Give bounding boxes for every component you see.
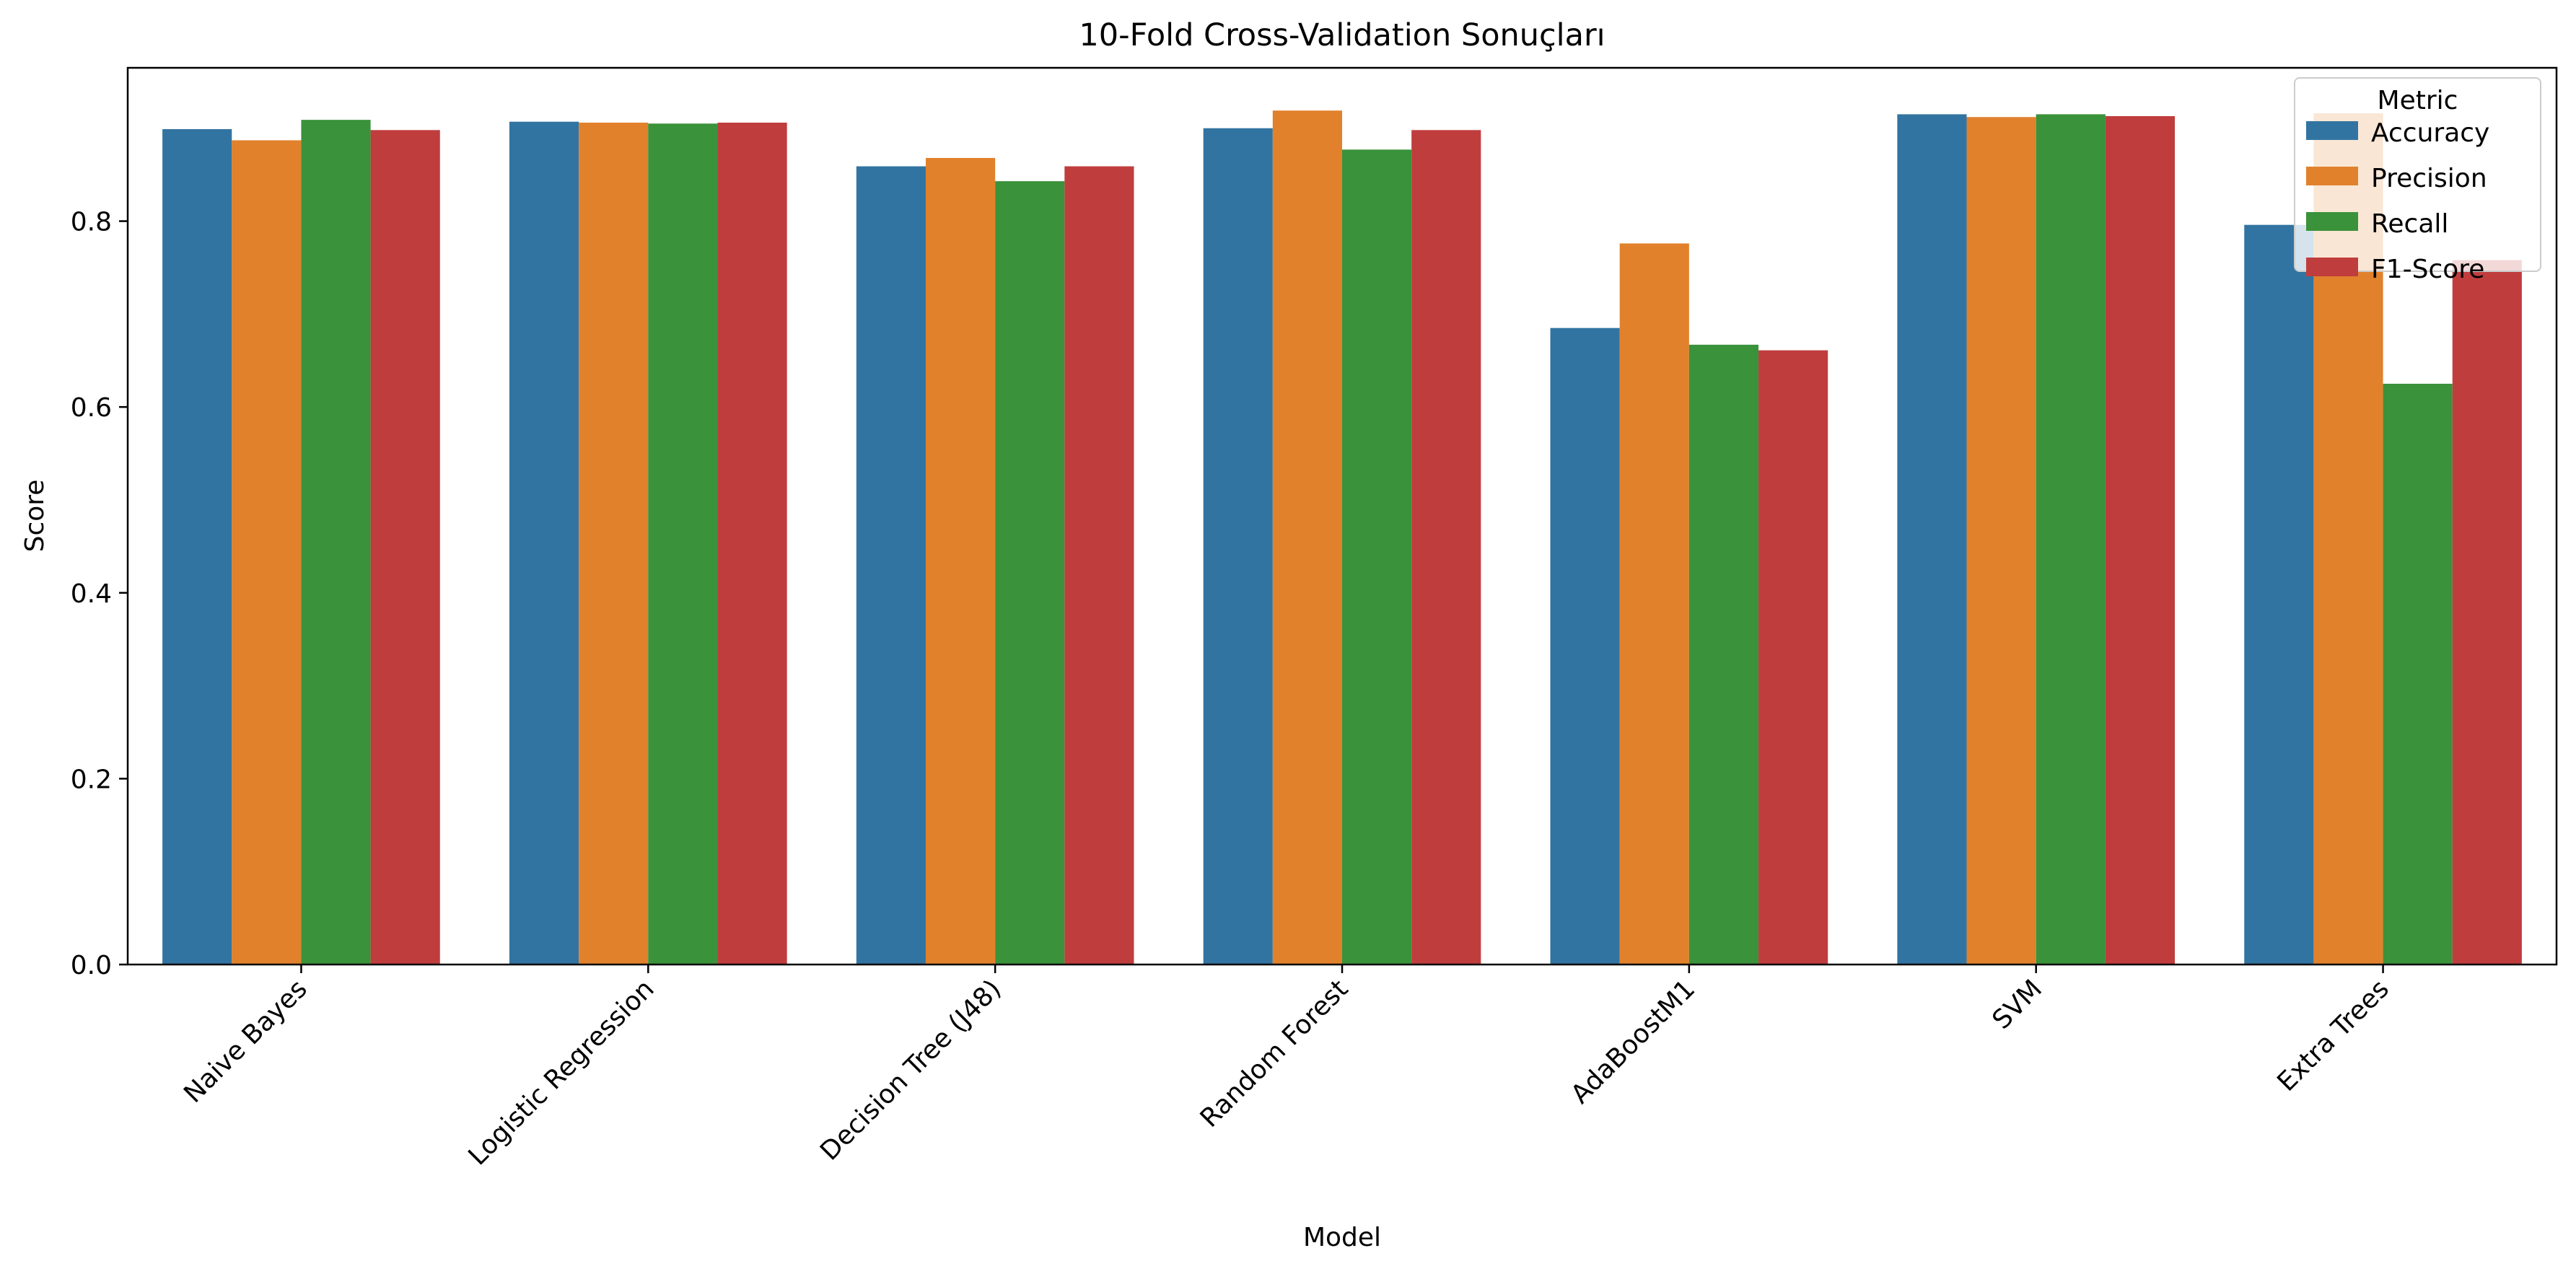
y-tick-label: 0.4	[71, 579, 112, 609]
y-axis-label: Score	[20, 480, 50, 553]
legend-label: F1-Score	[2371, 255, 2484, 284]
legend: Metric Accuracy Precision Recall F1-Score	[2294, 77, 2541, 284]
bar-precision-3	[1272, 110, 1342, 965]
bar-precision-0	[232, 140, 302, 965]
bar-accuracy-6	[2244, 224, 2314, 965]
bar-accuracy-2	[856, 166, 926, 965]
bar-accuracy-5	[1897, 114, 1967, 965]
legend-swatch-precision	[2306, 167, 2358, 185]
bar-precision-5	[1966, 117, 2036, 965]
legend-title: Metric	[2378, 86, 2458, 115]
bar-accuracy-0	[162, 129, 232, 965]
bar-f1-score-6	[2452, 260, 2522, 965]
y-tick-label: 0.8	[71, 208, 112, 237]
bar-recall-6	[2383, 383, 2453, 965]
y-axis: 0.0 0.2 0.4 0.6 0.8	[71, 208, 128, 980]
bar-f1-score-3	[1411, 130, 1481, 965]
bar-f1-score-4	[1758, 350, 1828, 965]
bar-precision-1	[579, 123, 649, 965]
x-axis-label: Model	[1303, 1223, 1381, 1252]
y-tick-label: 0.6	[71, 393, 112, 423]
bar-recall-2	[995, 181, 1065, 965]
bar-recall-4	[1688, 344, 1759, 965]
legend-swatch-recall	[2306, 212, 2358, 231]
legend-label: Precision	[2371, 164, 2487, 193]
bar-recall-1	[648, 123, 718, 965]
y-tick-label: 0.0	[71, 951, 112, 980]
bar-accuracy-3	[1203, 128, 1273, 965]
axes-frame	[126, 66, 2558, 966]
bar-accuracy-1	[509, 121, 579, 965]
legend-label: Accuracy	[2371, 118, 2489, 148]
y-tick-label: 0.2	[71, 765, 112, 794]
bar-recall-5	[2036, 114, 2106, 965]
legend-label: Recall	[2371, 209, 2448, 239]
bar-precision-4	[1619, 243, 1689, 965]
bar-recall-3	[1342, 149, 1412, 965]
bar-f1-score-0	[370, 130, 440, 965]
bars-layer	[162, 110, 2522, 965]
legend-swatch-f1-score	[2306, 258, 2358, 276]
bar-f1-score-5	[2105, 115, 2176, 965]
bar-accuracy-4	[1550, 328, 1620, 965]
bar-recall-0	[301, 120, 371, 965]
bar-f1-score-2	[1064, 166, 1134, 965]
chart-title: 10-Fold Cross-Validation Sonuçları	[1079, 17, 1605, 53]
bar-precision-2	[925, 157, 996, 965]
legend-swatch-accuracy	[2306, 121, 2358, 140]
bar-f1-score-1	[717, 123, 787, 965]
